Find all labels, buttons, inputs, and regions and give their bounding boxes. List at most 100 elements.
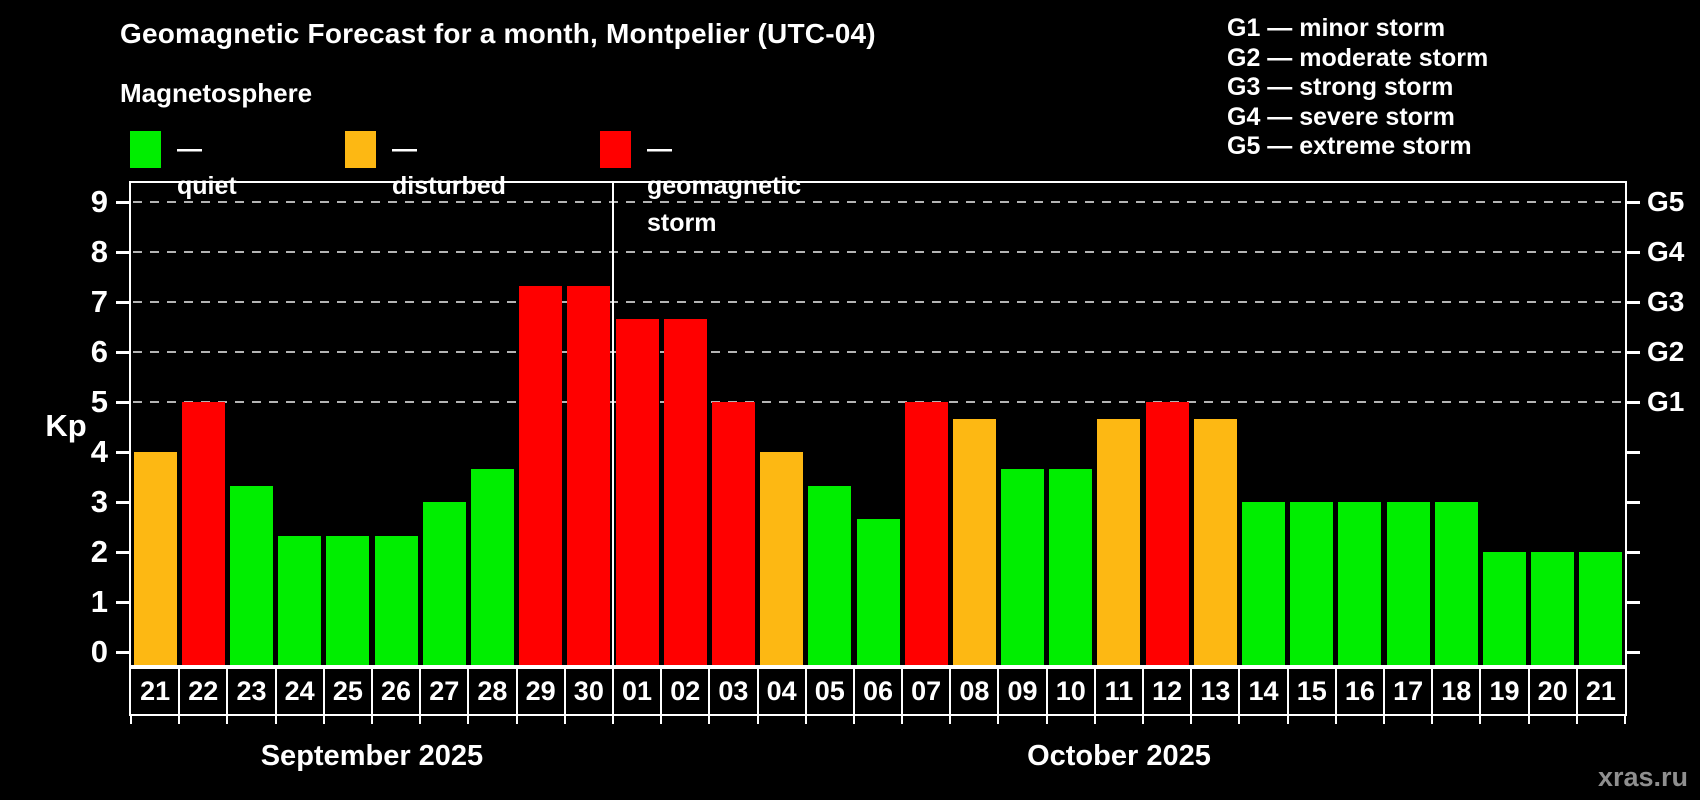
date-cell-divider (708, 667, 711, 716)
legend-label-disturbed: — disturbed (392, 135, 506, 200)
y-axis-tick (116, 601, 129, 604)
date-axis-tick (1527, 716, 1530, 724)
y-tick-label: 5 (90, 384, 108, 419)
kp-bar (760, 452, 804, 667)
date-cell: 12 (1152, 676, 1183, 706)
g-legend-line: G2 — moderate storm (1227, 43, 1489, 72)
kp-bar (567, 285, 611, 667)
date-cell-divider (1431, 667, 1434, 716)
kp-bar (1434, 502, 1478, 667)
g-tick-label: G5 (1647, 186, 1685, 217)
kp-bar (374, 535, 418, 667)
date-axis-tick (708, 716, 711, 724)
date-row (129, 667, 1627, 716)
right-axis-tick (1627, 401, 1640, 404)
watermark: xras.ru (1597, 762, 1688, 792)
date-cell-divider (1286, 667, 1289, 716)
right-axis-tick (1627, 451, 1640, 454)
date-axis-tick (515, 716, 518, 724)
date-axis-tick (1383, 716, 1386, 724)
y-axis-tick (116, 651, 129, 654)
date-cell-divider (1238, 667, 1241, 716)
right-axis-tick (1627, 601, 1640, 604)
date-cell: 15 (1296, 676, 1327, 706)
right-axis-tick (1627, 501, 1640, 504)
date-axis-tick (1045, 716, 1048, 724)
kp-bar (1097, 418, 1141, 667)
date-cell: 07 (911, 676, 942, 706)
gridline-kp5 (133, 401, 1623, 403)
date-axis-tick (1479, 716, 1482, 724)
date-axis-tick (852, 716, 855, 724)
date-axis-tick (1575, 716, 1578, 724)
date-cell: 10 (1055, 676, 1086, 706)
date-cell-divider (178, 667, 181, 716)
date-axis-tick (901, 716, 904, 724)
date-cell-divider (419, 667, 422, 716)
chart-subtitle: Magnetosphere (120, 78, 313, 108)
right-axis-tick (1627, 551, 1640, 554)
y-axis-tick (116, 301, 129, 304)
date-axis-tick (322, 716, 325, 724)
gridline-kp7 (133, 301, 1623, 303)
date-axis-tick (467, 716, 470, 724)
kp-bar (326, 535, 370, 667)
date-cell: 27 (429, 676, 460, 706)
date-cell: 30 (573, 676, 604, 706)
y-axis-tick (116, 351, 129, 354)
kp-bar (1531, 552, 1575, 667)
y-tick-label: 3 (90, 484, 108, 519)
date-axis-tick (756, 716, 759, 724)
date-cell: 08 (959, 676, 990, 706)
gridline-kp9 (133, 201, 1623, 203)
date-cell-divider (1479, 667, 1482, 716)
date-cell-divider (949, 667, 952, 716)
date-cell-divider (515, 667, 518, 716)
date-cell: 06 (862, 676, 893, 706)
right-axis-tick (1627, 651, 1640, 654)
legend-label-storm: — geomagnetic storm (647, 135, 802, 237)
g-tick-label: G3 (1647, 286, 1685, 317)
date-cell: 22 (188, 676, 219, 706)
date-cell: 05 (814, 676, 845, 706)
date-axis-tick (949, 716, 952, 724)
kp-bar (856, 518, 900, 667)
disturbed-swatch (345, 131, 376, 168)
kp-bar (1193, 418, 1237, 667)
date-cell: 20 (1537, 676, 1568, 706)
date-axis-tick (1142, 716, 1145, 724)
date-cell: 09 (1007, 676, 1038, 706)
date-cell-divider (660, 667, 663, 716)
month-separator-line (611, 183, 614, 667)
date-cell: 21 (140, 676, 171, 706)
date-cell-divider (611, 667, 614, 716)
date-cell: 21 (1585, 676, 1616, 706)
date-axis-tick (563, 716, 566, 724)
kp-bar (1001, 468, 1045, 667)
date-cell-divider (1045, 667, 1048, 716)
date-cell-divider (226, 667, 229, 716)
date-cell-divider (756, 667, 759, 716)
date-cell-divider (563, 667, 566, 716)
kp-bar (808, 485, 852, 667)
date-cell: 02 (670, 676, 701, 706)
date-cell: 13 (1200, 676, 1231, 706)
y-axis-tick (116, 201, 129, 204)
gridline-kp6 (133, 351, 1623, 353)
date-axis-tick (274, 716, 277, 724)
kp-bar (1242, 502, 1286, 667)
date-cell-divider (901, 667, 904, 716)
date-cell: 29 (525, 676, 556, 706)
kp-bar (1338, 502, 1382, 667)
quiet-swatch (130, 131, 161, 168)
y-axis-tick (116, 251, 129, 254)
date-axis-tick (1190, 716, 1193, 724)
storm-swatch (600, 131, 631, 168)
date-axis-tick (1093, 716, 1096, 724)
date-cell: 26 (381, 676, 412, 706)
date-cell-divider (1527, 667, 1530, 716)
date-cell: 17 (1393, 676, 1424, 706)
kp-bar (1145, 402, 1189, 667)
kp-bar (711, 402, 755, 667)
